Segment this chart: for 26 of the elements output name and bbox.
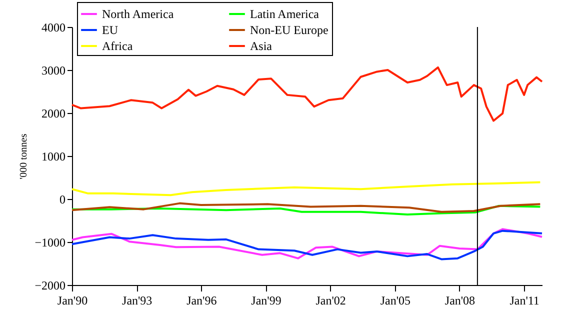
- legend-label: EU: [102, 23, 118, 37]
- y-tick-label: 0: [60, 192, 66, 206]
- x-tick-label: Jan'02: [316, 294, 346, 308]
- line-series: [71, 204, 542, 216]
- legend-label: Asia: [250, 39, 273, 53]
- x-tick-label: Jan'96: [186, 294, 217, 308]
- legend-label: Non-EU Europe: [250, 23, 328, 37]
- legend-label: North America: [102, 7, 174, 21]
- line-series: [71, 181, 542, 196]
- legend-label: Latin America: [250, 7, 320, 21]
- x-tick-label: Jan'08: [444, 294, 476, 308]
- x-tick-label: Jan'11: [510, 294, 540, 308]
- x-tick-label: Jan'05: [380, 294, 411, 308]
- y-tick-label: 2000: [42, 106, 66, 120]
- y-tick-label: −1000: [34, 236, 66, 250]
- legend-label: Africa: [102, 39, 134, 53]
- x-tick-label: Jan'90: [57, 294, 88, 308]
- line-series: [71, 202, 542, 213]
- x-tick-label: Jan'99: [251, 294, 282, 308]
- x-tick-label: Jan'93: [122, 294, 152, 308]
- y-tick-label: −2000: [34, 278, 66, 292]
- y-tick-label: 4000: [42, 20, 66, 34]
- line-series: [71, 66, 543, 122]
- y-tick-label: 3000: [42, 64, 66, 78]
- y-tick-label: 1000: [42, 150, 66, 164]
- y-axis-title: '000 tonnes: [18, 134, 30, 180]
